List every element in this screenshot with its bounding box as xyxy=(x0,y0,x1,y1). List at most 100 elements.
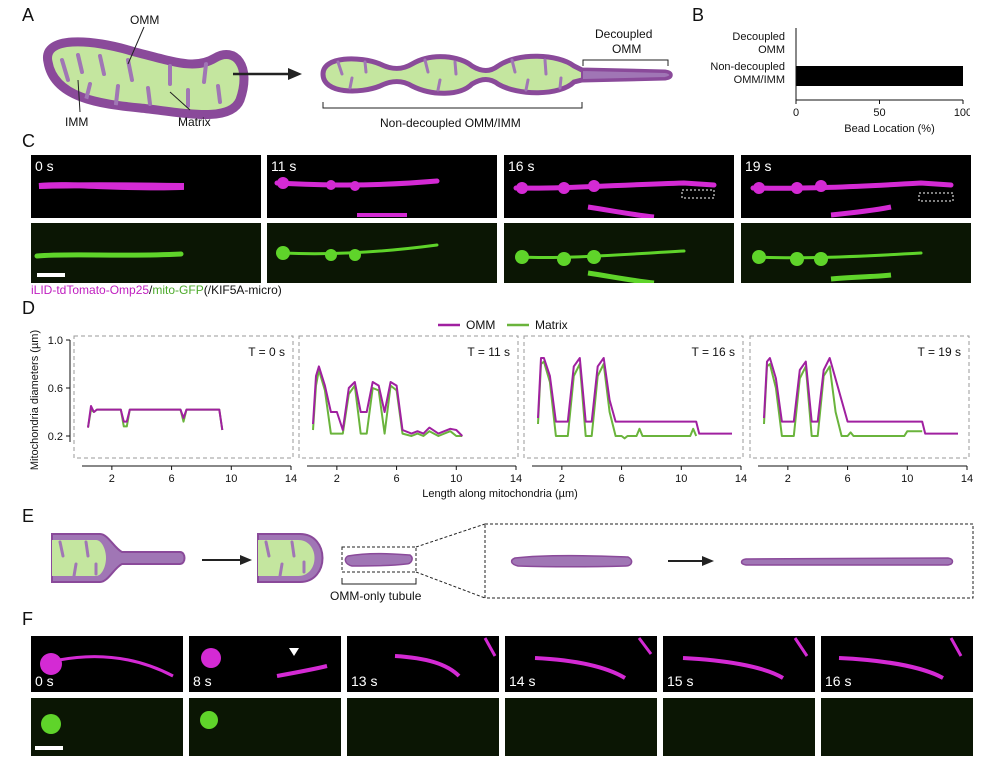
x-tick-label: 50 xyxy=(873,107,885,119)
timelapse-magenta-13: 13 s xyxy=(347,636,499,692)
category-label: OMM/IMM xyxy=(734,74,785,86)
y-axis-label: Mitochondria diameters (µm) xyxy=(29,330,41,470)
label-non-decoupled: Non-decoupled OMM/IMM xyxy=(380,116,521,130)
channel-caption: iLID-tdTomato-Omp25/mito-GFP(/KIF5A-micr… xyxy=(31,283,282,297)
bar-2 xyxy=(796,66,963,86)
microscopy-frame-magenta-0: 0 s xyxy=(31,155,261,218)
subplot-4: T = 19 s 2 6 10 14 xyxy=(749,335,973,485)
category-label: OMM xyxy=(758,44,785,56)
subplot-frame xyxy=(73,335,294,459)
mitochondrion-omm xyxy=(43,37,249,120)
x-tick-label: 10 xyxy=(901,473,913,485)
x-tick-label: 10 xyxy=(675,473,687,485)
series-omm xyxy=(87,405,224,431)
subplot-title: T = 19 s xyxy=(918,345,961,359)
time-label: 14 s xyxy=(509,673,536,689)
panel-label-e: E xyxy=(22,506,35,526)
x-tick-label: 2 xyxy=(109,473,115,485)
microscopy-frame-magenta-11: 11 s xyxy=(267,155,497,218)
microscopy-frame-magenta-16: 16 s xyxy=(504,155,734,218)
timelapse-magenta-16: 16 s xyxy=(821,636,973,692)
scale-bar xyxy=(37,273,65,277)
scale-bar xyxy=(35,746,63,750)
microscopy-frame-green-0 xyxy=(31,223,261,283)
x-tick-label: 2 xyxy=(785,473,791,485)
timelapse-green-14 xyxy=(505,698,657,756)
elongated-omm-tubule xyxy=(740,557,954,566)
time-label: 15 s xyxy=(667,673,694,689)
legend: OMM Matrix xyxy=(438,318,568,332)
microscopy-frame-green-16 xyxy=(504,223,734,283)
x-tick-label: 100 xyxy=(954,107,970,119)
y-tick-label: 1.0 xyxy=(48,335,63,347)
series-omm xyxy=(763,357,958,435)
timelapse-green-13 xyxy=(347,698,499,756)
panel-e-schematic: OMM-only tubule xyxy=(51,523,974,603)
subplot-frame xyxy=(298,335,519,459)
panel-label-b: B xyxy=(692,5,705,25)
legend-omm-label: OMM xyxy=(466,318,495,332)
subplot-2: T = 11 s 2 6 10 14 xyxy=(298,335,522,485)
panel-label-f: F xyxy=(22,609,33,629)
arrowhead-icon xyxy=(289,648,299,656)
time-label: 11 s xyxy=(271,158,297,174)
category-label: Decoupled xyxy=(732,31,785,43)
arrow-right-icon xyxy=(702,556,714,566)
legend-matrix-label: Matrix xyxy=(535,318,568,332)
time-label: 16 s xyxy=(508,158,535,174)
label-decoupled-2: OMM xyxy=(612,42,641,56)
x-tick-label: 10 xyxy=(225,473,237,485)
x-tick-label: 14 xyxy=(510,473,522,485)
x-tick-label: 6 xyxy=(845,473,851,485)
x-tick-label: 14 xyxy=(285,473,297,485)
x-tick-label: 14 xyxy=(735,473,747,485)
x-tick-label: 0 xyxy=(793,107,799,119)
panel-label-a: A xyxy=(22,5,35,25)
y-tick-label: 0.6 xyxy=(48,383,63,395)
panel-label-c: C xyxy=(22,131,35,151)
omm-tubule xyxy=(344,552,413,567)
time-label: 16 s xyxy=(825,673,852,689)
label-matrix: Matrix xyxy=(178,115,211,129)
timelapse-magenta-8: 8 s xyxy=(189,636,341,692)
time-label: 19 s xyxy=(745,158,772,174)
x-tick-label: 2 xyxy=(334,473,340,485)
x-tick-label: 10 xyxy=(450,473,462,485)
x-tick-label: 6 xyxy=(394,473,400,485)
label-omm-only-tubule: OMM-only tubule xyxy=(330,589,422,603)
time-label: 0 s xyxy=(35,158,54,174)
label-omm: OMM xyxy=(130,13,159,27)
subplot-frame xyxy=(749,335,970,459)
caption-omp25: iLID-tdTomato-Omp25 xyxy=(31,283,150,297)
series-omm xyxy=(312,365,464,437)
subplot-frame xyxy=(523,335,744,459)
time-label: 8 s xyxy=(193,673,212,689)
timelapse-magenta-14: 14 s xyxy=(505,636,657,692)
timelapse-green-15 xyxy=(663,698,815,756)
x-tick-label: 6 xyxy=(169,473,175,485)
x-axis-label: Bead Location (%) xyxy=(844,123,935,135)
timelapse-green-16 xyxy=(821,698,973,756)
panel-a-schematic: OMM IMM Matrix Non-decoupled OMM/IMM Dec… xyxy=(43,13,673,130)
caption-mitogfp: mito-GFP xyxy=(152,283,204,297)
category-label: Non-decoupled xyxy=(710,61,785,73)
x-axis-label: Length along mitochondria (µm) xyxy=(422,488,578,500)
x-tick-label: 2 xyxy=(559,473,565,485)
series-omm xyxy=(537,357,732,435)
series-matrix xyxy=(87,408,224,431)
subplot-title: T = 0 s xyxy=(248,345,285,359)
microscopy-frame-green-11 xyxy=(267,223,497,283)
subplot-3: T = 16 s 2 6 10 14 xyxy=(523,335,747,485)
arrow-right-icon xyxy=(240,555,252,565)
label-decoupled-1: Decoupled xyxy=(595,27,652,41)
timelapse-magenta-15: 15 s xyxy=(663,636,815,692)
diameter-profile-chart: OMM Matrix Mitochondria diameters (µm) 0.2 0… xyxy=(29,318,973,500)
series-matrix xyxy=(537,360,698,440)
microscopy-frame-green-19 xyxy=(741,223,971,283)
subplot-title: T = 11 s xyxy=(467,345,510,359)
time-label: 13 s xyxy=(351,673,378,689)
caption-kif5a: (/KIF5A-micro) xyxy=(203,283,282,297)
timelapse-green-0 xyxy=(31,698,183,756)
label-imm: IMM xyxy=(65,115,88,129)
y-tick-label: 0.2 xyxy=(48,431,63,443)
